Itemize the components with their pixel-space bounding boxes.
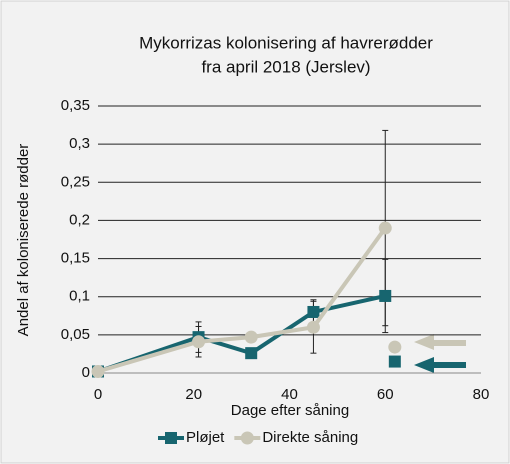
x-tick-label: 80 — [473, 386, 490, 403]
x-tick-label: 20 — [185, 386, 202, 403]
marker — [244, 330, 258, 344]
y-tick-label: 0,15 — [61, 250, 90, 267]
chart-title: fra april 2018 (Jerslev) — [201, 57, 370, 76]
marker — [378, 221, 392, 235]
marker — [388, 355, 401, 368]
y-tick-label: 0,3 — [69, 135, 90, 152]
chart-title: Mykorrizas kolonisering af havrerødder — [139, 33, 433, 52]
legend-marker — [165, 432, 177, 444]
marker — [307, 305, 320, 318]
legend-marker — [240, 431, 254, 445]
x-tick-label: 40 — [281, 386, 298, 403]
y-tick-label: 0,2 — [69, 211, 90, 228]
y-tick-label: 0,35 — [61, 97, 90, 114]
legend-label: Direkte såning — [262, 429, 358, 446]
y-tick-label: 0,1 — [69, 288, 90, 305]
marker — [245, 347, 258, 360]
y-tick-label: 0,25 — [61, 173, 90, 190]
marker — [379, 289, 392, 302]
marker — [388, 340, 402, 354]
arrows — [414, 334, 466, 373]
legend-label: Pløjet — [186, 429, 225, 446]
y-tick-label: 0 — [82, 364, 90, 381]
x-tick-label: 0 — [94, 386, 102, 403]
x-tick-label: 60 — [377, 386, 394, 403]
arrow — [414, 357, 466, 373]
marker — [192, 335, 206, 349]
y-axis-label: Andel af koloniserede rødder — [15, 144, 32, 337]
arrow — [414, 334, 466, 350]
marker — [91, 364, 105, 378]
marker — [306, 320, 320, 334]
x-axis-label: Dage efter såning — [231, 402, 349, 419]
y-tick-label: 0,05 — [61, 326, 90, 343]
